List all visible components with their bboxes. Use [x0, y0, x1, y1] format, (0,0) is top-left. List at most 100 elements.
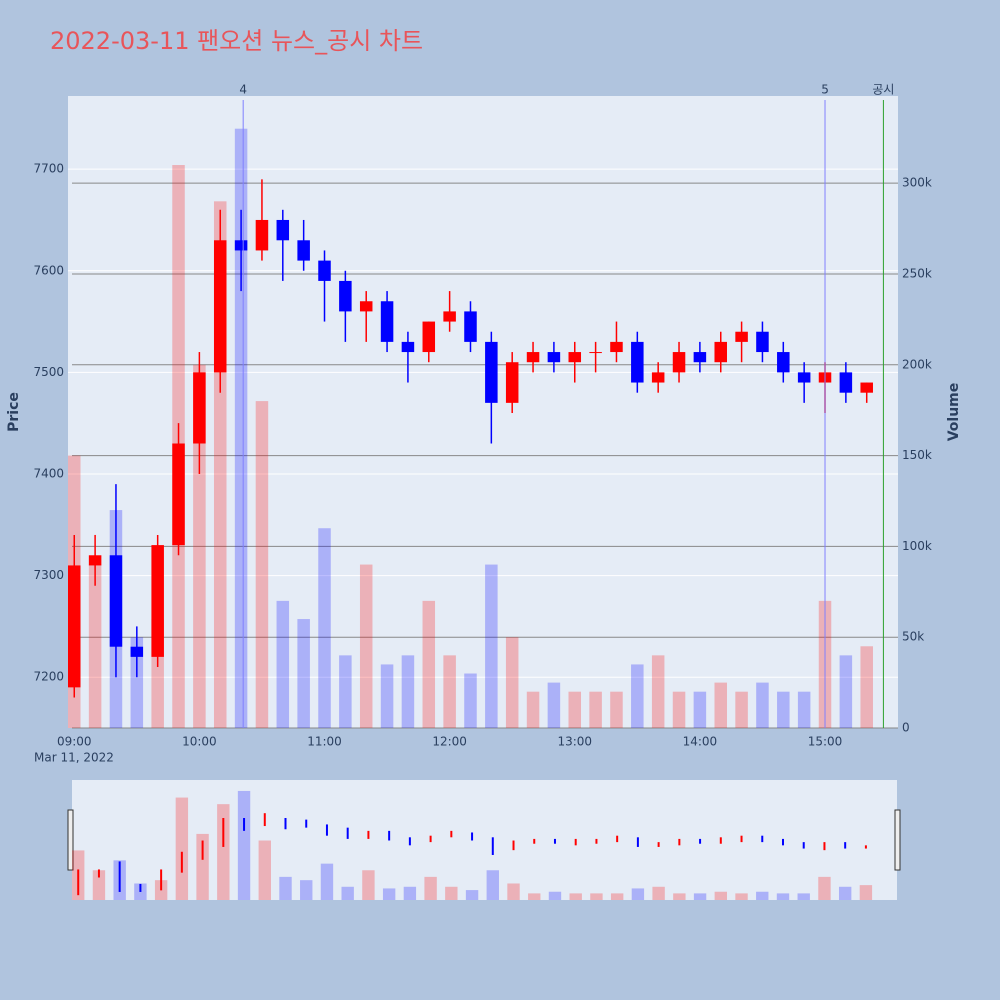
candle-body [234, 240, 248, 251]
candle-body [68, 565, 81, 688]
slider-volume-bar [590, 893, 603, 900]
volume-bar [422, 600, 436, 728]
volume-bar [547, 682, 561, 728]
slider-volume-bar [714, 891, 728, 900]
candle-body [130, 646, 144, 657]
slider-volume-bar [569, 893, 582, 900]
candle-body [547, 352, 561, 363]
candle-body [860, 382, 873, 393]
candle-body [255, 219, 269, 251]
slider-volume-bar [92, 870, 106, 900]
slider-volume-bar [341, 886, 354, 900]
x-tick-label: 14:00 [683, 735, 718, 749]
volume-bar [485, 564, 498, 728]
candle-body [359, 301, 373, 312]
candle-body [88, 555, 102, 566]
candle-body [401, 341, 415, 353]
volume-bar [255, 401, 269, 728]
slider-volume-bar [797, 893, 810, 900]
chart-title: 2022-03-11 팬오션 뉴스_공시 차트 [50, 27, 423, 55]
volume-bar [589, 691, 602, 728]
volume-bar [130, 637, 144, 728]
volume-bar [505, 637, 519, 728]
slider-volume-bar [693, 893, 707, 900]
slider-volume-bar [673, 893, 686, 900]
slider-volume-bar [735, 893, 748, 900]
volume-bar [193, 364, 206, 728]
event-label: 4 [239, 83, 247, 97]
slider-volume-bar [507, 883, 520, 900]
event-label: 5 [821, 83, 829, 97]
volume-bar [860, 646, 873, 728]
candle-body [443, 311, 456, 322]
slider-volume-bar [486, 870, 499, 900]
slider-handle[interactable] [894, 809, 901, 871]
volume-bar [756, 682, 769, 728]
slider-volume-bar [424, 876, 437, 900]
candle-body [172, 443, 185, 546]
slider-volume-bar [776, 893, 790, 900]
volume-bar [318, 528, 331, 728]
candle-body [339, 280, 352, 312]
y-tick-label: 7400 [33, 466, 64, 480]
candle-body [839, 372, 853, 393]
candle-body [672, 352, 686, 373]
candle-body [213, 240, 227, 373]
candle-body [693, 352, 707, 363]
candle-body [151, 545, 164, 657]
volume-bar [526, 691, 540, 728]
slider-volume-bar [196, 833, 209, 900]
x-tick-label: 10:00 [182, 735, 217, 749]
slider-volume-bar [610, 893, 624, 900]
slider-handle[interactable] [67, 809, 74, 871]
volume-bar [380, 664, 394, 728]
y-tick-label: 7200 [33, 670, 64, 684]
candle-body [464, 311, 477, 342]
candle-body [735, 331, 748, 342]
volume-bar [610, 691, 623, 728]
volume-bar [631, 664, 644, 728]
volume-bar [234, 128, 248, 729]
volume-bar [693, 691, 707, 728]
event-label: 공시 [872, 83, 894, 97]
y2-tick-label: 0 [902, 721, 910, 735]
slider-volume-bar [818, 876, 831, 900]
volume-bar [839, 655, 853, 728]
slider-volume-bar [859, 885, 873, 900]
volume-bar [401, 655, 415, 728]
volume-bar [359, 564, 373, 728]
candle-body [589, 352, 602, 354]
y2-tick-label: 100k [902, 539, 932, 553]
x-date-label: Mar 11, 2022 [34, 751, 114, 765]
slider-volume-bar [838, 886, 852, 900]
volume-bar [672, 691, 686, 728]
x-tick-label: 15:00 [808, 735, 843, 749]
candle-body [797, 372, 811, 383]
range-slider[interactable] [72, 780, 897, 900]
volume-bar [464, 673, 477, 728]
y2-tick-label: 300k [902, 176, 932, 190]
y-axis-title: Price [6, 392, 22, 432]
y-tick-label: 7600 [33, 263, 64, 277]
slider-volume-bar [652, 886, 665, 900]
slider-volume-bar [548, 891, 562, 900]
candle-body [610, 341, 623, 353]
slider-volume-bar [258, 840, 271, 900]
candle-body [297, 240, 310, 261]
volume-bar [88, 564, 102, 728]
y2-tick-label: 250k [902, 266, 932, 280]
slider-volume-bar [237, 790, 251, 900]
candle-body [714, 341, 727, 363]
candle-body [318, 260, 331, 281]
volume-bar [297, 619, 310, 728]
y-tick-label: 7700 [33, 162, 64, 176]
y-tick-label: 7500 [33, 365, 64, 379]
candle-body [777, 352, 790, 373]
slider-volume-bar [300, 880, 313, 900]
x-tick-label: 09:00 [57, 735, 92, 749]
candle-body [193, 372, 206, 444]
candle-body [631, 341, 644, 383]
x-tick-label: 12:00 [432, 735, 467, 749]
candle-body [109, 555, 123, 647]
